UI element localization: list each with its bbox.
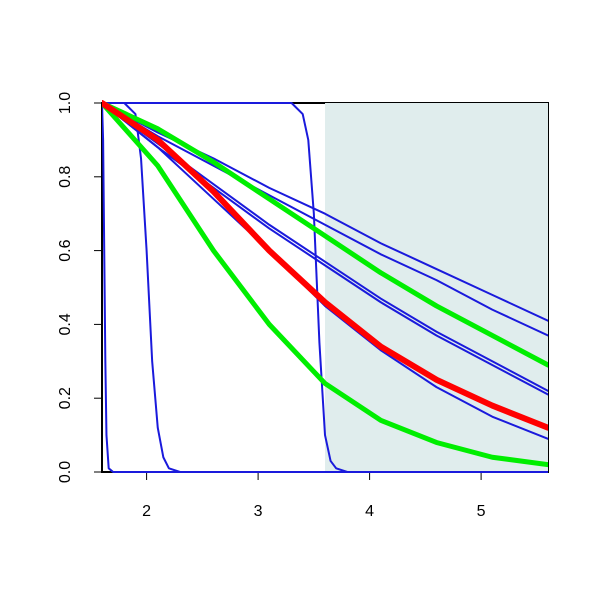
curve [102, 100, 548, 431]
curve [102, 102, 548, 473]
y-tick-label: 0.6 [57, 239, 74, 261]
y-tick-label: 0.8 [57, 166, 74, 188]
x-tick-label: 3 [254, 503, 263, 520]
curve [102, 100, 548, 468]
y-tick-label: 1.0 [57, 92, 74, 114]
y-tick-label: 0.4 [57, 313, 74, 335]
x-tick-label: 5 [477, 503, 486, 520]
curve [102, 102, 548, 473]
curve [102, 102, 548, 337]
x-tick-label: 2 [142, 503, 151, 520]
y-tick-label: 0.0 [57, 461, 74, 483]
curve [102, 100, 548, 368]
y-tick-label: 0.2 [57, 387, 74, 409]
curve [102, 102, 548, 473]
x-tick-label: 4 [365, 503, 374, 520]
